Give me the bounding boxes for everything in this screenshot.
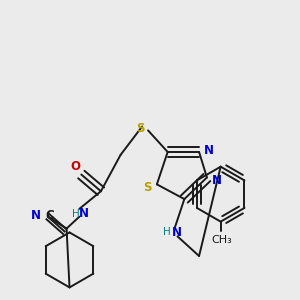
Text: N: N <box>79 207 89 220</box>
Text: H: H <box>163 227 171 237</box>
Text: S: S <box>143 181 151 194</box>
Text: N: N <box>212 174 222 187</box>
Text: N: N <box>172 226 182 239</box>
Text: N: N <box>204 143 214 157</box>
Text: O: O <box>70 160 80 173</box>
Text: C: C <box>46 209 54 222</box>
Text: H: H <box>71 209 79 219</box>
Text: N: N <box>31 209 41 222</box>
Text: S: S <box>136 122 144 135</box>
Text: CH₃: CH₃ <box>211 235 232 245</box>
